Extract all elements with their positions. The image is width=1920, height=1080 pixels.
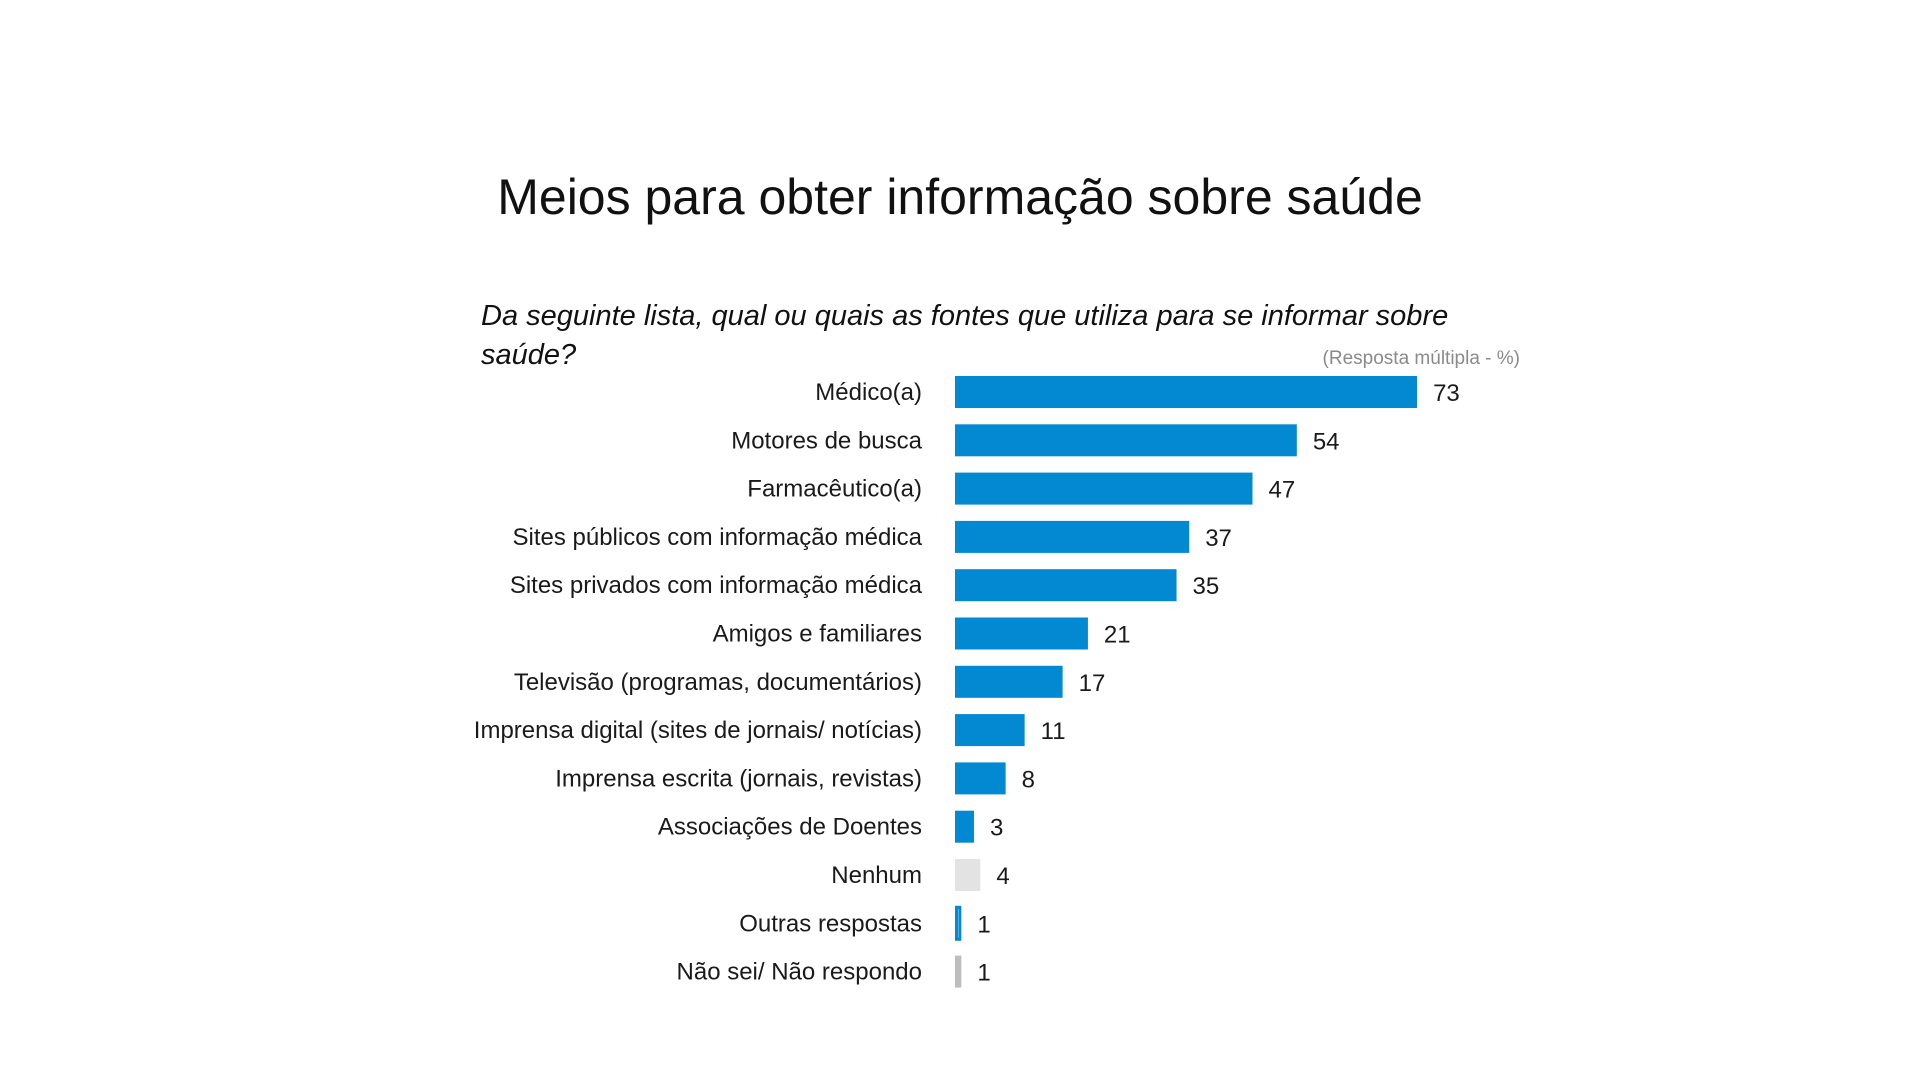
survey-question: Da seguinte lista, qual ou quais as font…	[481, 300, 1449, 371]
bar	[955, 859, 981, 891]
response-note: (Resposta múltipla - %)	[1322, 348, 1520, 369]
value-label: 1	[977, 960, 990, 987]
value-label: 47	[1269, 477, 1296, 504]
bar	[955, 472, 1253, 505]
category-label: Motores de busca	[731, 427, 922, 454]
bar	[955, 665, 1063, 698]
value-label: 54	[1313, 428, 1340, 455]
category-label: Amigos e familiares	[713, 621, 922, 648]
value-label: 35	[1193, 573, 1220, 600]
value-label: 11	[1041, 718, 1066, 745]
bar	[955, 905, 962, 941]
category-label: Médico(a)	[815, 379, 922, 406]
bar	[955, 520, 1190, 553]
chart-title: Meios para obter informação sobre saúde	[497, 169, 1423, 225]
category-label: Imprensa digital (sites de jornais/ notí…	[474, 717, 922, 744]
value-label: 3	[990, 815, 1003, 842]
value-label: 21	[1104, 622, 1131, 649]
value-label: 17	[1079, 670, 1106, 697]
bar	[955, 762, 1006, 795]
bar	[955, 810, 974, 843]
category-label: Farmacêutico(a)	[747, 476, 922, 503]
bar	[955, 714, 1025, 747]
value-label: 8	[1022, 766, 1035, 793]
category-label: Televisão (programas, documentários)	[514, 669, 922, 696]
bar	[955, 569, 1177, 602]
category-label: Imprensa escrita (jornais, revistas)	[555, 765, 922, 792]
bar	[955, 376, 1418, 408]
category-label: Nenhum	[831, 862, 922, 889]
category-label: Não sei/ Não respondo	[677, 959, 922, 986]
category-label: Sites públicos com informação médica	[512, 524, 922, 551]
category-label: Outras respostas	[739, 910, 922, 937]
value-label: 1	[977, 911, 990, 938]
bar	[955, 617, 1088, 650]
value-label: 37	[1205, 525, 1232, 552]
bar	[955, 424, 1297, 457]
bar	[955, 955, 962, 988]
category-label: Associações de Doentes	[658, 814, 922, 841]
value-label: 73	[1433, 380, 1460, 407]
value-label: 4	[996, 863, 1009, 890]
category-label: Sites privados com informação médica	[510, 572, 923, 599]
